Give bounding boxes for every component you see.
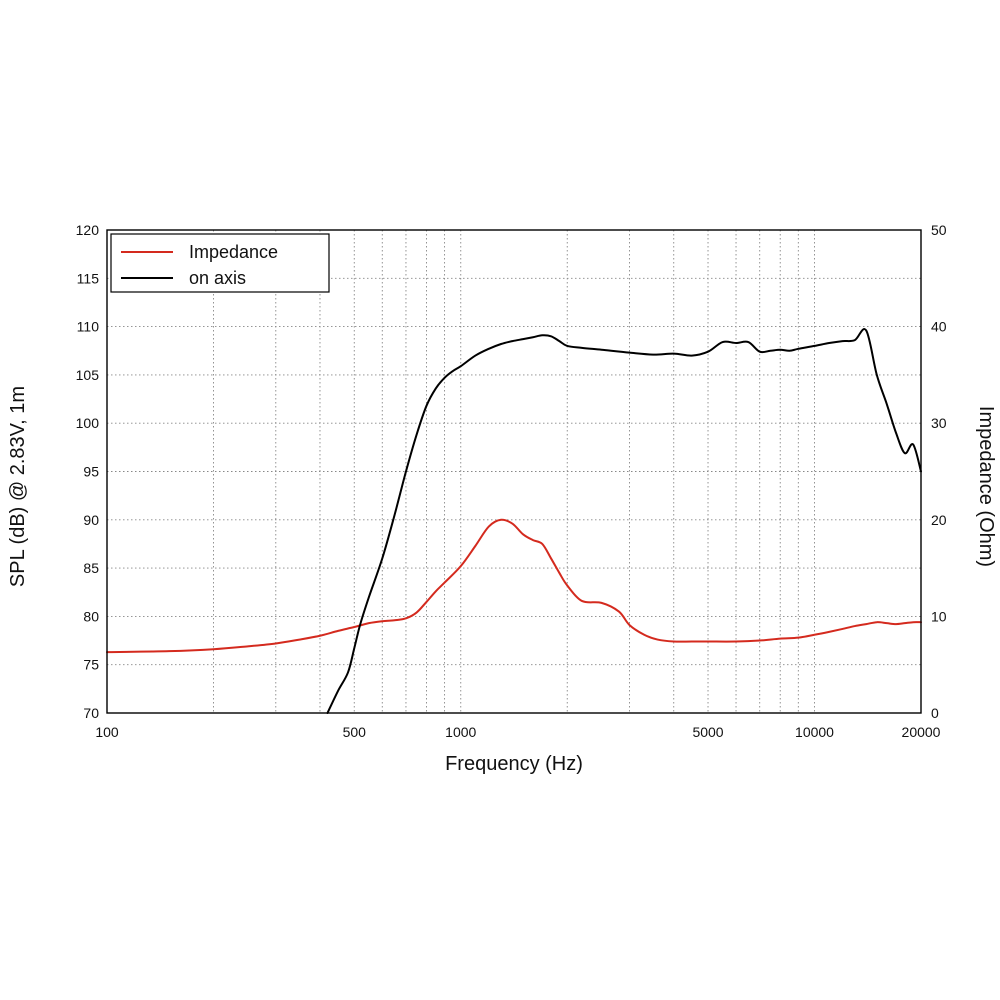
tick-labels: 100 500 1000 5000 10000 200007075808590951001… [76,222,947,740]
x-tick-label: 100 [95,724,119,740]
series-line-impedance [106,518,922,654]
y-right-tick-label: 0 [931,705,939,721]
y-left-tick-label: 75 [83,657,99,673]
y-left-tick-label: 90 [83,512,99,528]
y-right-tick-label: 40 [931,319,947,335]
y-right-tick-label: 50 [931,222,947,238]
x-axis-title: Frequency (Hz) [445,753,583,775]
y-right-tick-label: 20 [931,512,947,528]
grid [107,230,921,713]
x-tick-label: 20000 [902,724,941,740]
y-left-tick-label: 85 [83,560,99,576]
y-left-tick-label: 95 [83,464,99,480]
y-left-tick-label: 115 [77,270,100,286]
series-line-on-axis [326,328,922,714]
x-tick-label: 1000 [445,724,476,740]
x-tick-label: 5000 [692,724,723,740]
legend: Impedance on axis [110,233,330,293]
y-left-tick-label: 110 [77,319,100,335]
plot-frame [106,229,922,714]
legend-label-on-axis: on axis [189,268,246,288]
y-left-tick-label: 80 [83,608,99,624]
x-tick-label: 10000 [795,724,834,740]
y-right-tick-label: 10 [931,608,947,624]
y-axis-right-title: Impedance (Ohm) [975,406,997,567]
series-layer [106,328,922,714]
legend-box [110,233,330,293]
x-tick-label: 500 [343,724,367,740]
y-axis-left-title: SPL (dB) @ 2.83V, 1m [7,386,29,587]
y-left-tick-label: 120 [76,222,100,238]
y-left-tick-label: 70 [83,705,99,721]
y-left-tick-label: 105 [76,367,100,383]
y-left-tick-label: 100 [76,415,100,431]
legend-label-impedance: Impedance [189,242,278,262]
y-right-tick-label: 30 [931,415,947,431]
